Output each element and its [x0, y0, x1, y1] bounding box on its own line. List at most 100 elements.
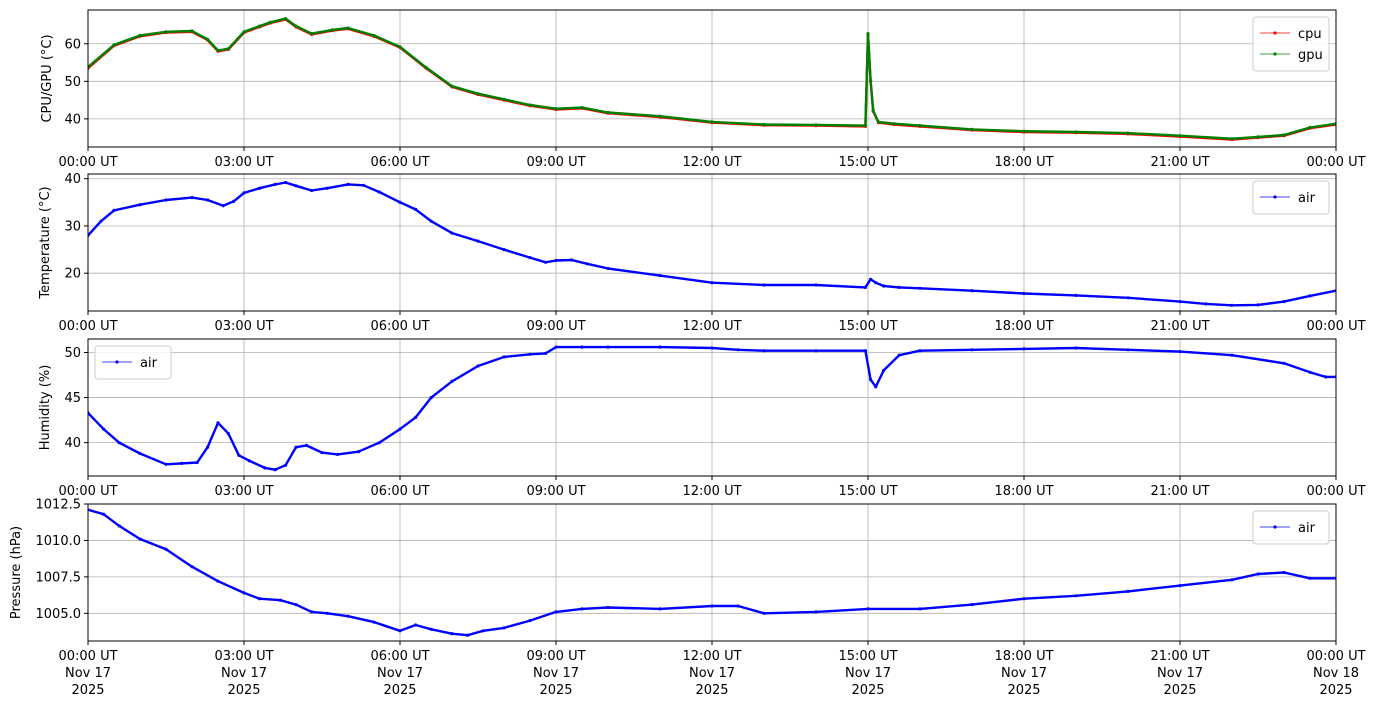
data-point	[580, 106, 584, 110]
data-point	[502, 626, 506, 630]
data-point	[866, 31, 870, 36]
data-point	[414, 623, 418, 627]
x-tick-year-label: 2025	[1163, 683, 1196, 698]
series-air	[88, 180, 1336, 307]
legend-label-air: air	[140, 356, 158, 371]
x-tick-label: 15:00 UT	[838, 319, 897, 334]
data-point	[1022, 597, 1026, 601]
data-point	[869, 79, 873, 83]
data-point	[866, 607, 870, 611]
data-point	[466, 633, 470, 637]
data-point	[424, 65, 428, 69]
x-tick-label: 00:00 UT	[1306, 155, 1365, 170]
data-point	[164, 462, 168, 466]
data-point	[874, 385, 878, 389]
legend-marker-air	[1273, 195, 1277, 199]
series-gpu	[88, 17, 1336, 141]
data-point	[710, 604, 714, 608]
legend: air	[94, 345, 172, 380]
series-line-air	[88, 181, 1336, 307]
data-point	[414, 207, 418, 211]
data-point	[362, 183, 366, 187]
x-tick-label: 12:00 UT	[682, 649, 741, 664]
data-point	[226, 47, 230, 51]
data-point	[814, 349, 818, 353]
data-point	[180, 461, 184, 465]
data-point	[1308, 294, 1312, 298]
data-point	[294, 24, 298, 28]
x-tick-label: 09:00 UT	[526, 484, 585, 499]
data-point	[1230, 303, 1234, 307]
data-point	[1308, 370, 1312, 374]
data-point	[1308, 125, 1312, 130]
data-point	[554, 345, 558, 349]
data-point	[398, 200, 402, 204]
x-tick-label: 03:00 UT	[214, 155, 273, 170]
x-tick-label: 00:00 UT	[58, 155, 117, 170]
data-point	[1308, 576, 1312, 580]
y-tick-label: 20	[64, 267, 81, 282]
data-point	[258, 24, 262, 28]
x-tick-label: 18:00 UT	[994, 649, 1053, 664]
data-point	[606, 266, 610, 271]
data-point	[138, 203, 142, 207]
data-point	[346, 26, 350, 30]
data-point	[112, 43, 116, 47]
data-point	[1282, 133, 1286, 137]
data-point	[918, 124, 922, 128]
subplot-3: 40 45 50 00:00 UT 03:00 UT 06:00 UT 09:00 UT 12…	[38, 338, 1366, 499]
legend-marker-air	[115, 360, 119, 364]
x-tick-label: 00:00 UT	[58, 484, 117, 499]
data-point	[658, 274, 662, 278]
data-point	[658, 345, 662, 349]
x-tick-label: 18:00 UT	[994, 319, 1053, 334]
subplot-2: 20 30 40 00:00 UT 03:00 UT 06:00 UT 09:00 UT 12…	[38, 172, 1366, 334]
data-point	[918, 286, 922, 290]
data-point	[450, 379, 454, 383]
data-point	[554, 258, 558, 263]
data-point	[585, 262, 589, 266]
data-point	[372, 620, 376, 624]
x-tick-year-label: 2025	[695, 683, 728, 698]
data-point	[1256, 135, 1260, 139]
data-point	[710, 281, 714, 285]
data-point	[502, 355, 506, 359]
data-point	[580, 345, 584, 349]
y-tick-label: 1012.5	[36, 498, 82, 513]
x-tick-label: 09:00 UT	[526, 155, 585, 170]
data-point	[871, 109, 875, 113]
legend-box	[94, 345, 172, 380]
data-point	[1126, 296, 1130, 300]
data-point	[1074, 594, 1078, 598]
data-point	[570, 258, 574, 262]
data-point	[658, 607, 662, 611]
data-point	[414, 415, 418, 419]
x-tick-date-label: Nov 17	[533, 666, 579, 681]
data-point	[346, 614, 350, 618]
data-point	[330, 28, 334, 32]
data-point	[658, 114, 662, 118]
data-point	[710, 120, 714, 124]
series-air	[88, 345, 1336, 472]
data-point	[216, 421, 220, 425]
x-tick-label: 00:00 UT	[1306, 319, 1365, 334]
legend-marker-gpu	[1273, 52, 1277, 56]
data-point	[528, 619, 532, 623]
x-tick-year-label: 2025	[227, 683, 260, 698]
data-point	[242, 30, 246, 34]
data-point	[242, 191, 246, 195]
data-point	[117, 441, 121, 445]
data-point	[481, 629, 485, 633]
data-point	[310, 188, 314, 193]
x-tick-label: 21:00 UT	[1150, 484, 1209, 499]
data-point	[278, 598, 282, 602]
data-point	[528, 352, 532, 356]
data-point	[1230, 353, 1234, 357]
y-tick-label: 1005.0	[36, 607, 82, 622]
data-point	[377, 190, 381, 194]
x-tick-label: 06:00 UT	[370, 649, 429, 664]
x-tick-date-label: Nov 17	[1001, 666, 1047, 681]
data-point	[606, 345, 610, 349]
y-tick-label: 40	[64, 112, 81, 127]
x-tick-label: 00:00 UT	[1306, 649, 1365, 664]
